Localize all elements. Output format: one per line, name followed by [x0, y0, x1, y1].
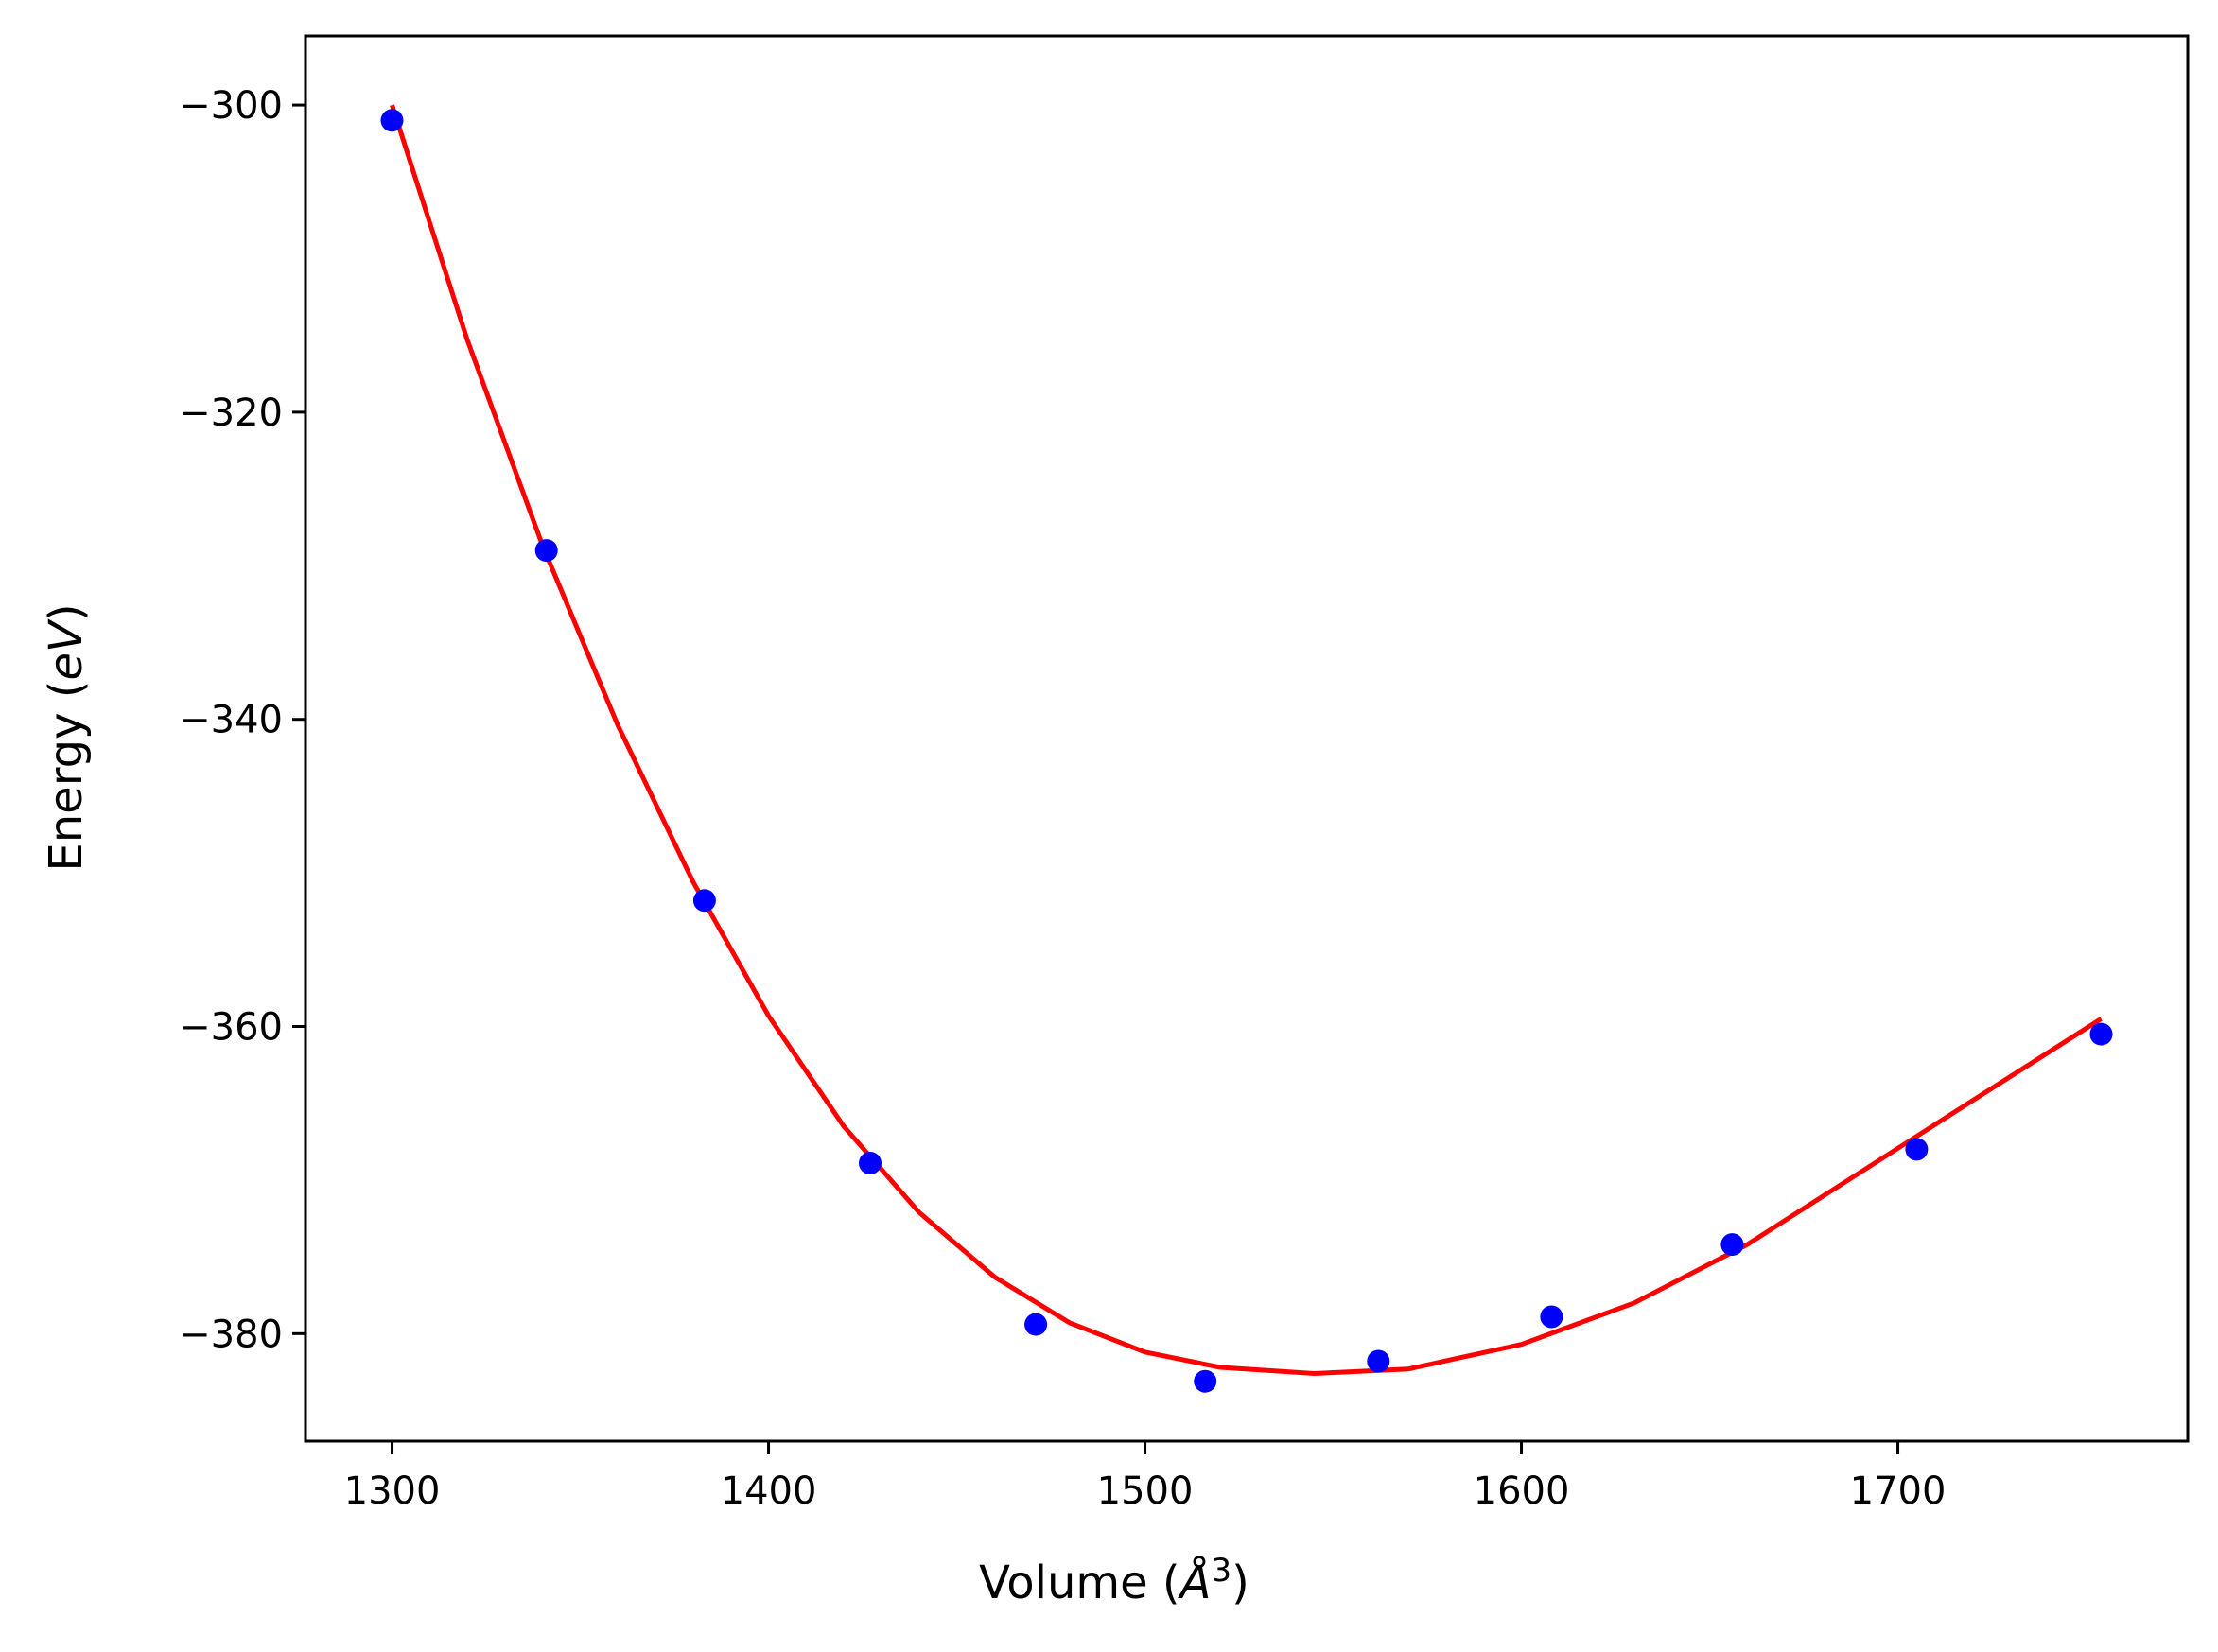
data-point: [859, 1152, 882, 1174]
x-axis-label: Volume (Å3): [979, 1552, 1249, 1609]
y-tick-label: −300: [179, 84, 283, 128]
data-point: [1720, 1233, 1744, 1257]
y-axis-ticks: −300 −320 −340 −360 −380: [179, 84, 306, 1356]
data-point: [1367, 1349, 1390, 1373]
x-tick-label: 1700: [1850, 1469, 1947, 1513]
y-axis-label: Energy (eV): [40, 603, 93, 871]
plot-area: [380, 104, 2113, 1393]
data-point: [1905, 1138, 1929, 1161]
y-tick-label: −320: [179, 391, 283, 435]
x-axis-ticks: 1300 1400 1500 1600 1700: [344, 1441, 1947, 1513]
data-point: [692, 889, 716, 913]
points-layer: [380, 109, 2113, 1393]
data-point: [380, 109, 404, 132]
y-tick-label: −360: [179, 1006, 283, 1050]
x-tick-label: 1400: [721, 1469, 817, 1513]
axes-frame: [304, 34, 2190, 1443]
x-tick-label: 1500: [1097, 1469, 1194, 1513]
y-tick-label: −340: [179, 699, 283, 742]
data-point: [1540, 1305, 1563, 1329]
x-tick-label: 1600: [1474, 1469, 1570, 1513]
x-tick-label: 1300: [344, 1469, 441, 1513]
data-point: [1024, 1313, 1048, 1336]
data-point: [534, 539, 558, 563]
data-point: [1194, 1369, 1217, 1393]
y-tick-label: −380: [179, 1313, 283, 1356]
data-point: [2089, 1022, 2113, 1046]
